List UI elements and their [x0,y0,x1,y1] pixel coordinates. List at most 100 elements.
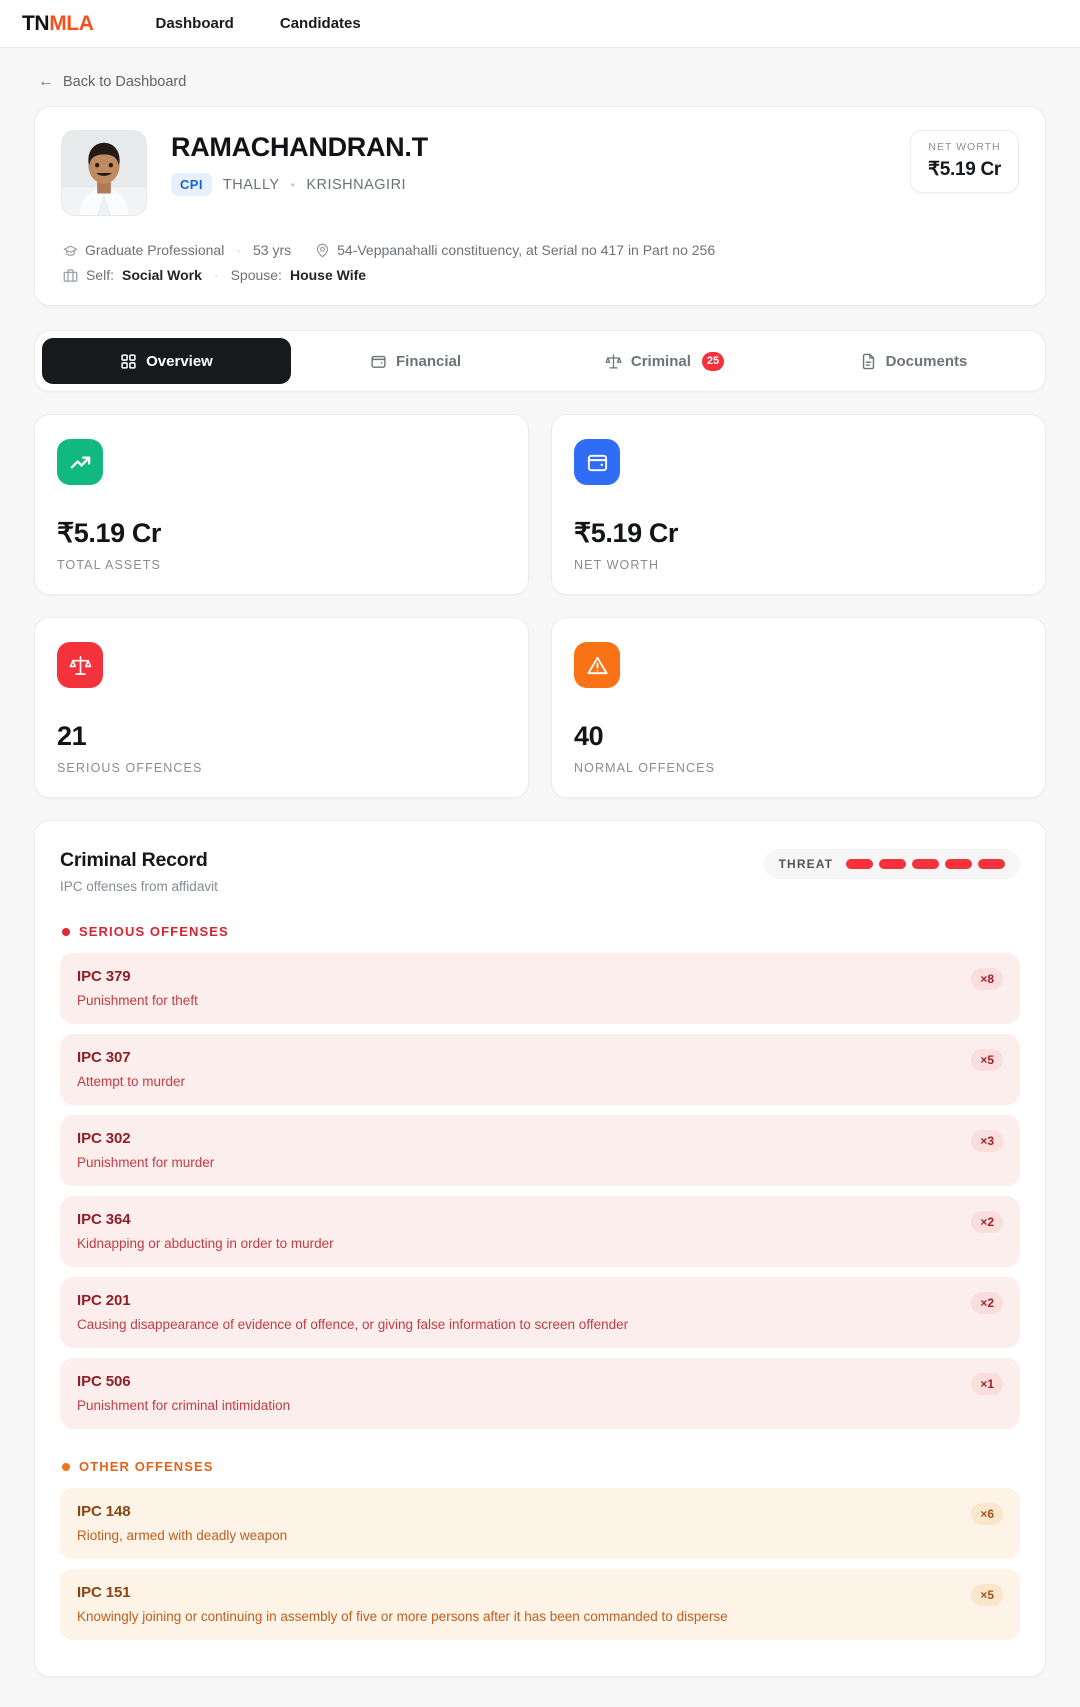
warning-icon [574,642,620,688]
offense-text: IPC 201 Causing disappearance of evidence… [77,1292,628,1332]
trending-up-icon [57,439,103,485]
threat-label: THREAT [778,857,833,871]
stat-label-serious-offences: SERIOUS OFFENCES [57,761,203,775]
offense-count-badge: ×3 [971,1130,1003,1152]
offense-count-badge: ×5 [971,1049,1003,1071]
offense-row[interactable]: IPC 307 Attempt to murder ×5 [60,1034,1020,1105]
meta-separator: · [236,242,241,258]
offense-description: Punishment for criminal intimidation [77,1398,291,1413]
offense-count-badge: ×2 [971,1292,1003,1314]
stat-value-total-assets: ₹5.19 Cr [57,518,162,548]
tab-criminal-label: Criminal [630,352,691,370]
candidate-profile-card: NET WORTH ₹5.19 Cr RAMACH [34,106,1046,306]
networth-badge: NET WORTH ₹5.19 Cr [910,130,1019,193]
offense-count-badge: ×2 [971,1211,1003,1233]
candidate-name: RAMACHANDRAN.T [171,132,428,162]
offense-row[interactable]: IPC 148 Rioting, armed with deadly weapon… [60,1488,1020,1559]
nav-link-dashboard[interactable]: Dashboard [155,15,234,32]
offense-code: IPC 148 [77,1503,131,1520]
nav-links: Dashboard Candidates [156,15,361,32]
app-logo[interactable]: TNMLA [22,12,94,36]
criminal-record-header: Criminal Record IPC offenses from affida… [60,849,1020,894]
tab-overview-label: Overview [146,352,213,370]
offense-row[interactable]: IPC 506 Punishment for criminal intimidat… [60,1358,1020,1429]
spouse-value: House Wife [289,267,367,283]
offense-count-badge: ×8 [971,968,1003,990]
offense-description: Causing disappearance of evidence of off… [77,1317,629,1332]
offense-text: IPC 148 Rioting, armed with deadly weapon [77,1503,287,1543]
stat-value-normal-offences: 40 [574,721,604,751]
threat-bars [846,859,1005,869]
section-dot-icon [62,1462,70,1471]
tab-bar: Overview Financial Criminal 25 Documents [34,330,1046,392]
offense-sections: SERIOUS OFFENSES IPC 379 Punishment for th… [60,924,1020,1640]
education-value: Graduate Professional [85,242,225,258]
stat-value-net-worth: ₹5.19 Cr [574,518,679,548]
tab-criminal[interactable]: Criminal 25 [540,338,789,384]
constituency-label: THALLY [222,176,280,193]
meta-separator-2: · [213,267,219,283]
offense-text: IPC 307 Attempt to murder [77,1049,185,1089]
offense-description: Rioting, armed with deadly weapon [77,1528,288,1543]
criminal-record-title: Criminal Record [60,849,208,871]
stat-card-normal-offences: 40 NORMAL OFFENCES [551,617,1046,798]
criminal-count-badge: 25 [701,351,725,371]
address-value: 54-Veppanahalli constituency, at Serial … [337,242,716,258]
tab-financial[interactable]: Financial [291,338,540,384]
meta-line-occupation: Self: Social Work · Spouse: House Wife [63,267,1019,283]
stat-card-net-worth: ₹5.19 Cr NET WORTH [551,414,1046,595]
age-value: 53 yrs [252,242,292,258]
separator-dot: • [290,177,296,192]
logo-prefix: TN [22,11,50,35]
offense-text: IPC 302 Punishment for murder [77,1130,214,1170]
offense-code: IPC 379 [77,968,131,985]
education-group: Graduate Professional [63,242,224,258]
offense-code: IPC 151 [77,1584,131,1601]
threat-bar [879,859,906,869]
scales-icon [605,353,622,370]
offense-text: IPC 506 Punishment for criminal intimidat… [77,1373,290,1413]
offense-row[interactable]: IPC 151 Knowingly joining or continuing i… [60,1569,1020,1640]
tab-overview[interactable]: Overview [42,338,291,384]
offense-code: IPC 506 [77,1373,131,1390]
offense-text: IPC 151 Knowingly joining or continuing i… [77,1584,728,1624]
back-to-dashboard-link[interactable]: ← Back to Dashboard [34,48,1046,106]
stat-card-serious-offences: 21 SERIOUS OFFENCES [34,617,529,798]
offense-section-header: OTHER OFFENSES [62,1459,1020,1474]
profile-main: RAMACHANDRAN.T CPI THALLY • KRISHNAGIRI [171,130,1019,197]
criminal-record-card: Criminal Record IPC offenses from affida… [34,820,1046,1677]
top-navbar: TNMLA Dashboard Candidates [0,0,1080,48]
offense-section-title: SERIOUS OFFENSES [79,924,229,939]
offense-row[interactable]: IPC 201 Causing disappearance of evidence… [60,1277,1020,1348]
offense-row[interactable]: IPC 364 Kidnapping or abducting in order … [60,1196,1020,1267]
criminal-record-subtitle: IPC offenses from affidavit [60,879,218,894]
address-group: 54-Veppanahalli constituency, at Serial … [315,242,715,258]
offense-description: Punishment for murder [77,1155,215,1170]
networth-label: NET WORTH [928,141,1001,153]
offense-description: Kidnapping or abducting in order to murd… [77,1236,334,1251]
stat-card-grid: ₹5.19 Cr TOTAL ASSETS ₹5.19 Cr NET WORTH… [34,414,1046,798]
offense-row[interactable]: IPC 302 Punishment for murder ×3 [60,1115,1020,1186]
location-pin-icon [315,243,330,258]
offense-section-title: OTHER OFFENSES [79,1459,214,1474]
offense-description: Knowingly joining or continuing in assem… [77,1609,728,1624]
threat-bar [912,859,939,869]
offense-count-badge: ×5 [971,1584,1003,1606]
district-label: KRISHNAGIRI [306,176,407,193]
offense-row[interactable]: IPC 379 Punishment for theft ×8 [60,953,1020,1024]
stat-card-total-assets: ₹5.19 Cr TOTAL ASSETS [34,414,529,595]
tab-documents-label: Documents [885,352,968,370]
self-value: Social Work [122,267,202,283]
section-dot-icon [62,927,70,936]
page-content: ← Back to Dashboard NET WORTH ₹5.19 Cr [0,48,1080,1707]
profile-meta: Graduate Professional · 53 yrs 54-Veppan… [61,242,1019,283]
profile-top-row: RAMACHANDRAN.T CPI THALLY • KRISHNAGIRI [61,130,1019,216]
tab-documents[interactable]: Documents [789,338,1038,384]
candidate-subtitle: CPI THALLY • KRISHNAGIRI [171,173,1019,197]
party-chip: CPI [171,173,212,197]
wallet-icon [370,353,387,370]
document-icon [860,353,877,370]
offense-code: IPC 307 [77,1049,131,1066]
nav-link-candidates[interactable]: Candidates [279,15,361,32]
threat-bar [846,859,873,869]
